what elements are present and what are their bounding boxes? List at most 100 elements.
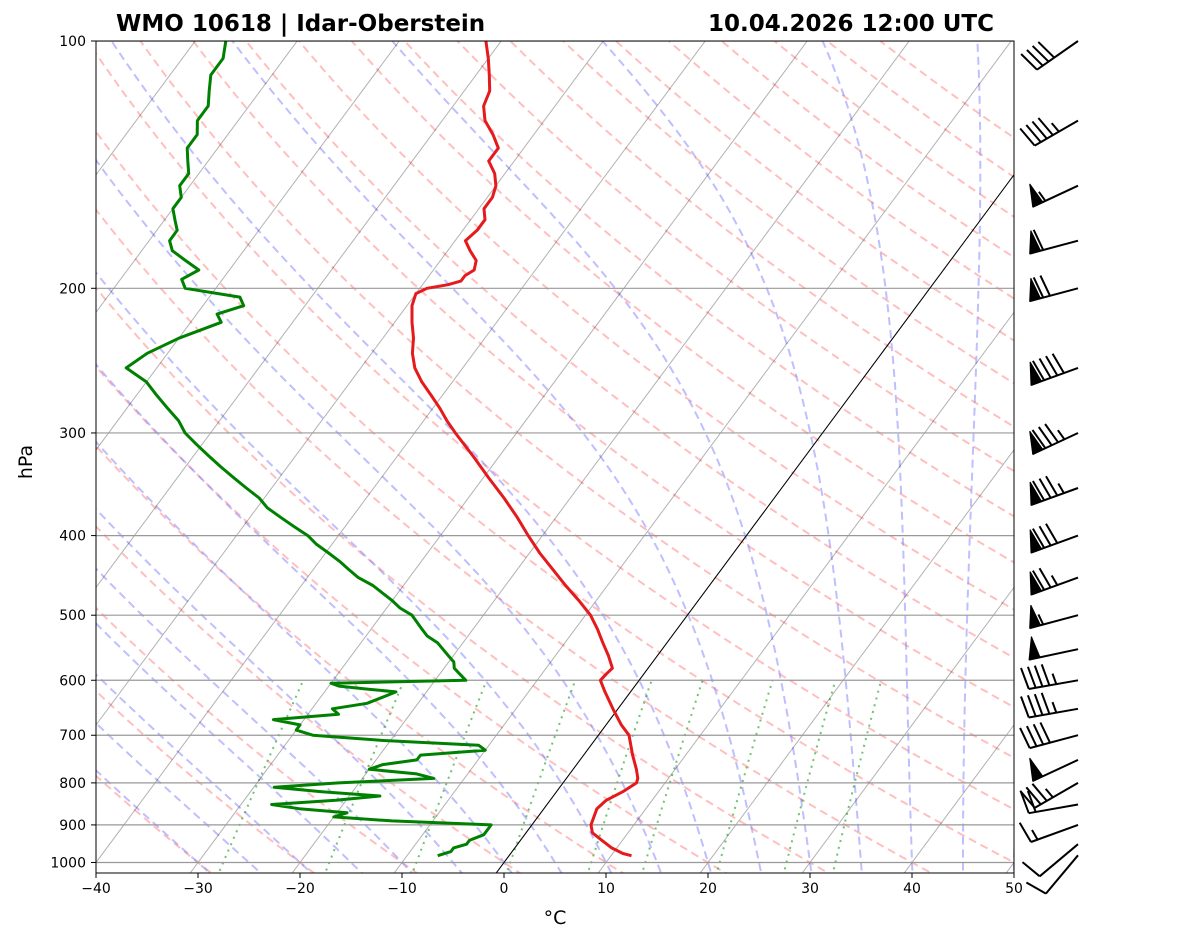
moist-adiabat xyxy=(962,41,982,873)
wind-barbs xyxy=(1018,40,1079,895)
barb-pennant xyxy=(1029,361,1043,386)
barb-flag xyxy=(1044,423,1059,443)
dry-adiabat xyxy=(561,41,1014,385)
dry-adiabat xyxy=(96,606,419,873)
barb-staff xyxy=(1030,823,1079,843)
chart-title-left: WMO 10618 | Idar-Oberstein xyxy=(116,11,485,37)
barb-flag xyxy=(1032,229,1045,251)
barb-staff xyxy=(1034,119,1079,147)
barb-staff xyxy=(1045,854,1079,895)
barb-half-flag xyxy=(1050,122,1060,133)
moist-adiabat xyxy=(110,41,713,873)
plot-background xyxy=(96,21,1181,893)
wind-barb xyxy=(1020,790,1079,815)
isotherm xyxy=(291,41,910,873)
barb-flag xyxy=(1032,276,1045,299)
moist-adiabat xyxy=(96,507,464,873)
dry-adiabat xyxy=(350,41,1014,564)
dry-adiabat xyxy=(96,208,934,873)
wind-barb xyxy=(1029,475,1079,507)
barb-flag xyxy=(1039,275,1051,297)
barb-half-flag xyxy=(1038,191,1047,202)
plot-frame xyxy=(95,40,1015,874)
moist-adiabat xyxy=(96,158,663,873)
barb-flag xyxy=(1025,725,1038,747)
barb-flag xyxy=(1018,822,1032,843)
isotherm xyxy=(1005,861,1014,873)
isotherm xyxy=(96,41,502,589)
moist-adiabat xyxy=(96,622,364,873)
barb-pennant xyxy=(1029,277,1042,302)
chart-title-right: 10.04.2026 12:00 UTC xyxy=(708,11,994,37)
barb-flag xyxy=(1025,786,1042,806)
isotherm xyxy=(1093,21,1181,893)
barb-flag xyxy=(1040,664,1051,686)
temperature-profile xyxy=(410,41,640,858)
dry-adiabat xyxy=(96,51,1014,811)
barb-pennant xyxy=(1029,183,1044,208)
moist-adiabat xyxy=(390,41,813,873)
mixing-ratio-line xyxy=(324,679,405,873)
isotherm xyxy=(189,41,808,873)
wind-barb xyxy=(1029,604,1079,630)
barb-flag xyxy=(1019,727,1031,749)
barb-flag xyxy=(1051,353,1065,374)
y-tick-label: 400 xyxy=(59,529,86,545)
dry-adiabat xyxy=(191,41,1014,709)
isotherm xyxy=(96,41,298,314)
dry-adiabat xyxy=(96,444,625,873)
barb-pennant xyxy=(1029,430,1044,455)
barb-pennant xyxy=(1028,636,1041,661)
wind-barb xyxy=(1029,183,1079,208)
barb-flag xyxy=(1038,478,1052,499)
wind-barb xyxy=(1020,664,1079,690)
y-tick-label: 800 xyxy=(59,776,86,792)
wind-barb xyxy=(1028,636,1079,661)
barb-pennant xyxy=(1029,604,1042,629)
barb-pennant xyxy=(1029,571,1043,596)
barb-flag xyxy=(1045,523,1059,544)
barb-staff xyxy=(1028,803,1079,815)
barb-flag xyxy=(1032,360,1046,381)
mixing-ratio-line xyxy=(641,679,704,873)
barb-flag xyxy=(1026,666,1037,689)
barb-half-flag xyxy=(1050,574,1059,586)
barb-flag xyxy=(1025,124,1042,143)
barb-flag xyxy=(1026,49,1044,67)
dry-adiabat xyxy=(96,689,316,873)
wind-barb xyxy=(1020,692,1079,719)
mixing-ratio-line xyxy=(411,679,488,873)
pressure-gridlines xyxy=(96,41,1014,864)
barb-flag xyxy=(1031,783,1048,802)
y-tick-label: 700 xyxy=(59,728,86,744)
wind-barb xyxy=(1029,423,1079,456)
isotherm xyxy=(96,41,706,864)
barb-half-flag xyxy=(1051,673,1058,685)
barb-staff xyxy=(1034,782,1079,809)
barb-flag xyxy=(1026,790,1037,813)
isotherms xyxy=(96,21,1181,893)
zero-degree-isotherm xyxy=(495,173,1014,873)
dry-adiabats xyxy=(96,41,1014,873)
dry-adiabat xyxy=(614,41,1014,342)
wind-barb xyxy=(1019,782,1079,809)
barb-flag xyxy=(1033,665,1044,687)
barb-flag xyxy=(1020,53,1038,71)
dry-adiabat xyxy=(96,525,522,873)
dry-adiabat xyxy=(456,41,1014,473)
dry-adiabat xyxy=(244,41,1014,659)
barb-pennant xyxy=(1029,230,1042,255)
barb-flag xyxy=(1021,861,1041,878)
wind-barb xyxy=(1029,523,1079,554)
barb-flag xyxy=(1037,41,1055,59)
barb-pennant xyxy=(1029,757,1044,782)
barb-half-flag xyxy=(1037,613,1045,625)
isotherm xyxy=(801,586,1014,873)
isotherm xyxy=(96,41,196,176)
dry-adiabat xyxy=(96,129,1014,864)
barb-staff xyxy=(1036,40,1079,71)
barb-flag xyxy=(1025,881,1047,895)
moist-adiabat xyxy=(601,41,863,873)
x-axis-label: °C xyxy=(544,907,567,929)
barb-flag xyxy=(1032,570,1046,591)
